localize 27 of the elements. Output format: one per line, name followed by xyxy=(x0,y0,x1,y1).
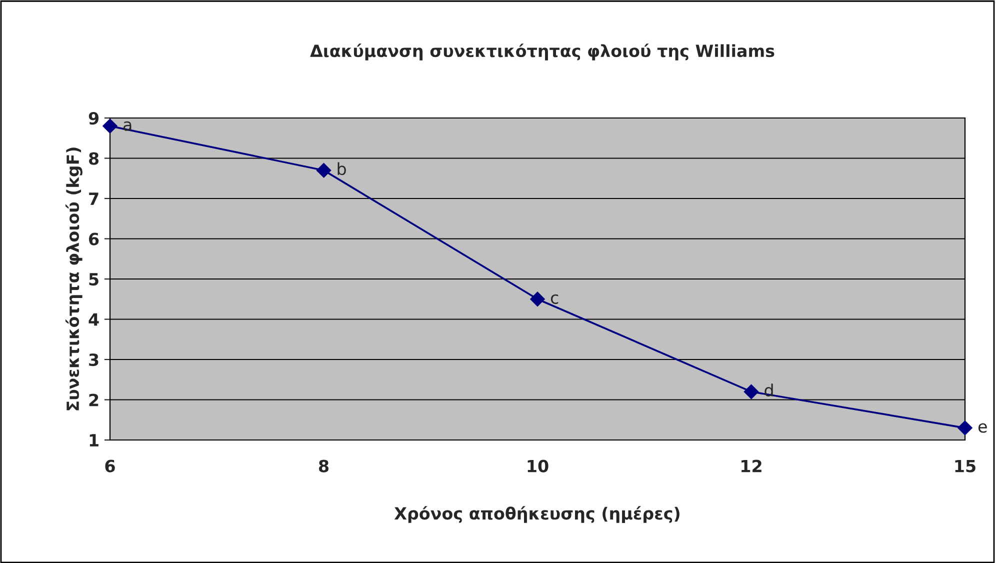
y-tick-label: 7 xyxy=(89,192,98,205)
x-tick-label: 12 xyxy=(742,460,762,472)
y-tick-label: 1 xyxy=(90,434,98,446)
y-tick-label: 6 xyxy=(89,232,99,246)
point xyxy=(316,162,332,178)
point xyxy=(958,420,972,436)
annotation: d xyxy=(764,384,773,397)
annotation: e xyxy=(978,423,987,433)
y-tick-label: 8 xyxy=(89,152,99,165)
point xyxy=(744,384,759,400)
chart-title: Διακύμανση συνεκτικότητας φλοιού της Williams xyxy=(310,44,774,60)
x-axis-title: Χρόνος αποθήκευσης (ημέρες) xyxy=(394,506,680,523)
x-tick-label: 10 xyxy=(528,460,548,472)
y-axis-title: Συνεκτικότητα φλοιού (kgF) xyxy=(66,148,82,410)
x-tick-label: 15 xyxy=(955,460,976,472)
x-tick-label: 6 xyxy=(105,460,115,472)
y-tick-label: 5 xyxy=(89,273,98,286)
annotation: c xyxy=(550,294,558,304)
annotation: b xyxy=(338,162,346,176)
y-tick-label: 3 xyxy=(89,353,98,366)
point xyxy=(530,292,545,307)
point xyxy=(102,118,118,134)
annotation: a xyxy=(124,121,132,131)
y-tick-label: 9 xyxy=(88,112,99,125)
y-tick-label: 2 xyxy=(89,394,98,406)
x-tick-label: 8 xyxy=(318,460,329,472)
y-tick-label: 4 xyxy=(88,313,99,326)
